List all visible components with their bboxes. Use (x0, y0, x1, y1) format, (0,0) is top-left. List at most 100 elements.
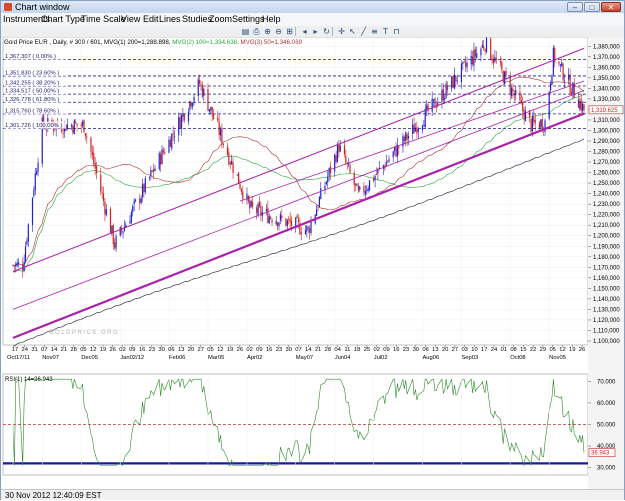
candle-body (171, 133, 173, 149)
menu-zoom[interactable]: Zoom (209, 14, 233, 24)
month-label: Nov05 (549, 355, 566, 361)
magnet-icon[interactable]: ⊓ (393, 27, 400, 36)
price-axis-label: 1,230,000 (593, 202, 620, 208)
candle-body (471, 56, 474, 65)
fibonacci-icon[interactable]: ≡ (371, 27, 378, 36)
price-axis-label: 1,180,000 (593, 255, 620, 261)
refresh-icon[interactable]: ↻ (323, 27, 330, 36)
candle-body (453, 74, 456, 89)
candle-body (162, 150, 165, 153)
toolbar-separator (295, 27, 296, 36)
candle-body (568, 74, 570, 80)
fib-label: 1,334.517 ( 50.00% ) (5, 89, 59, 95)
candle-body (522, 102, 524, 112)
new-chart-icon[interactable]: ▤ (241, 27, 250, 36)
candle-body (143, 183, 145, 193)
crosshair-icon[interactable]: ✛ (338, 27, 345, 36)
price-axis-label: 1,190,000 (593, 244, 620, 250)
maximize-button[interactable]: □ (584, 2, 600, 12)
candle-body (111, 225, 113, 233)
candle-body (17, 262, 20, 264)
candle-body (151, 170, 153, 172)
day-tick-label: 26 (579, 347, 585, 353)
candle-body (426, 105, 428, 110)
candle-body (24, 246, 27, 262)
close-button[interactable]: ✕ (601, 2, 621, 12)
candle-body (392, 151, 394, 158)
candle-body (373, 178, 375, 182)
title-bar[interactable]: Chart window – □ ✕ (1, 1, 624, 13)
candle-body (520, 100, 522, 103)
scroll-right-icon[interactable]: ▸ (313, 27, 318, 36)
text-tool-icon[interactable]: T (383, 27, 388, 36)
zoom-in-icon[interactable]: ⊕ (264, 27, 271, 36)
candle-body (541, 119, 543, 130)
zoom-out-icon[interactable]: ⊖ (275, 27, 282, 36)
candle-body (281, 215, 283, 219)
day-tick-label: 14 (51, 347, 58, 353)
cursor-icon[interactable]: ↖ (349, 27, 356, 36)
candle-body (256, 207, 258, 213)
fib-label: 1,342.255 ( 38.20% ) (5, 80, 59, 86)
day-tick-label: 17 (12, 347, 18, 353)
menu-settings[interactable]: Settings (232, 14, 265, 24)
price-axis-label: 1,350,000 (593, 76, 620, 82)
candle-body (310, 221, 312, 233)
menu-view[interactable]: View (121, 14, 141, 24)
month-label: Oct08 (510, 355, 525, 361)
candle-body (84, 133, 87, 136)
chart-area[interactable]: Gold Price EUR , Daily, # 300 / 601, MVG… (1, 37, 624, 489)
candle-body (37, 162, 39, 172)
candle-body (200, 83, 202, 85)
day-tick-label: 03 (461, 347, 467, 353)
candle-body (375, 174, 378, 175)
scroll-left-icon[interactable]: ◂ (302, 27, 307, 36)
candle-body (104, 201, 106, 214)
month-label: Dec05 (81, 355, 98, 361)
menu-studies[interactable]: Studies (182, 14, 213, 24)
candle-body (239, 183, 241, 189)
day-tick-label: 20 (188, 347, 194, 353)
candle-body (504, 71, 506, 85)
price-axis-label: 1,380,000 (593, 44, 620, 50)
candle-body (160, 153, 162, 165)
zoom-fit-icon[interactable]: ⊞ (286, 27, 293, 36)
price-axis-label: 1,200,000 (593, 234, 620, 240)
price-axis-panel (588, 37, 624, 489)
candle-body (552, 47, 554, 76)
candle-body (240, 188, 242, 192)
day-tick-label: 19 (227, 347, 233, 353)
draw-line-icon[interactable]: ╱ (361, 27, 366, 36)
menu-time-scale[interactable]: Time Scale (81, 14, 126, 24)
menu-lines[interactable]: Lines (159, 14, 181, 24)
candle-body (476, 53, 478, 59)
fib-label-bg (4, 68, 66, 76)
menu-help[interactable]: Help (262, 14, 281, 24)
print-icon[interactable]: ⎙ (253, 27, 260, 36)
candle-body (561, 62, 563, 66)
day-tick-label: 26 (237, 347, 243, 353)
candle-body (306, 226, 308, 232)
candle-body (524, 111, 527, 122)
candle-body (26, 240, 28, 245)
candle-body (275, 221, 277, 225)
candle-body (388, 159, 390, 162)
rsi-axis-label: 30.000 (597, 466, 616, 472)
menu-instruments[interactable]: Instruments (3, 14, 51, 24)
candle-body (150, 170, 152, 177)
candle-body (178, 116, 180, 136)
price-axis-label: 1,210,000 (593, 223, 620, 229)
candle-body (356, 184, 358, 187)
menu-chart-type[interactable]: Chart Type (41, 14, 85, 24)
candle-body (201, 84, 204, 97)
candle-body (444, 97, 446, 100)
candle-body (396, 144, 398, 157)
menu-edit[interactable]: Edit (143, 14, 159, 24)
fib-label-bg (4, 87, 66, 95)
header-ma100: MVG(2) 100=1,334.638, (172, 39, 240, 46)
day-tick-label: 02 (373, 347, 379, 353)
candle-body (207, 89, 209, 111)
price-axis-label: 1,220,000 (593, 213, 620, 219)
minimize-button[interactable]: – (567, 2, 583, 12)
candle-body (203, 88, 205, 96)
